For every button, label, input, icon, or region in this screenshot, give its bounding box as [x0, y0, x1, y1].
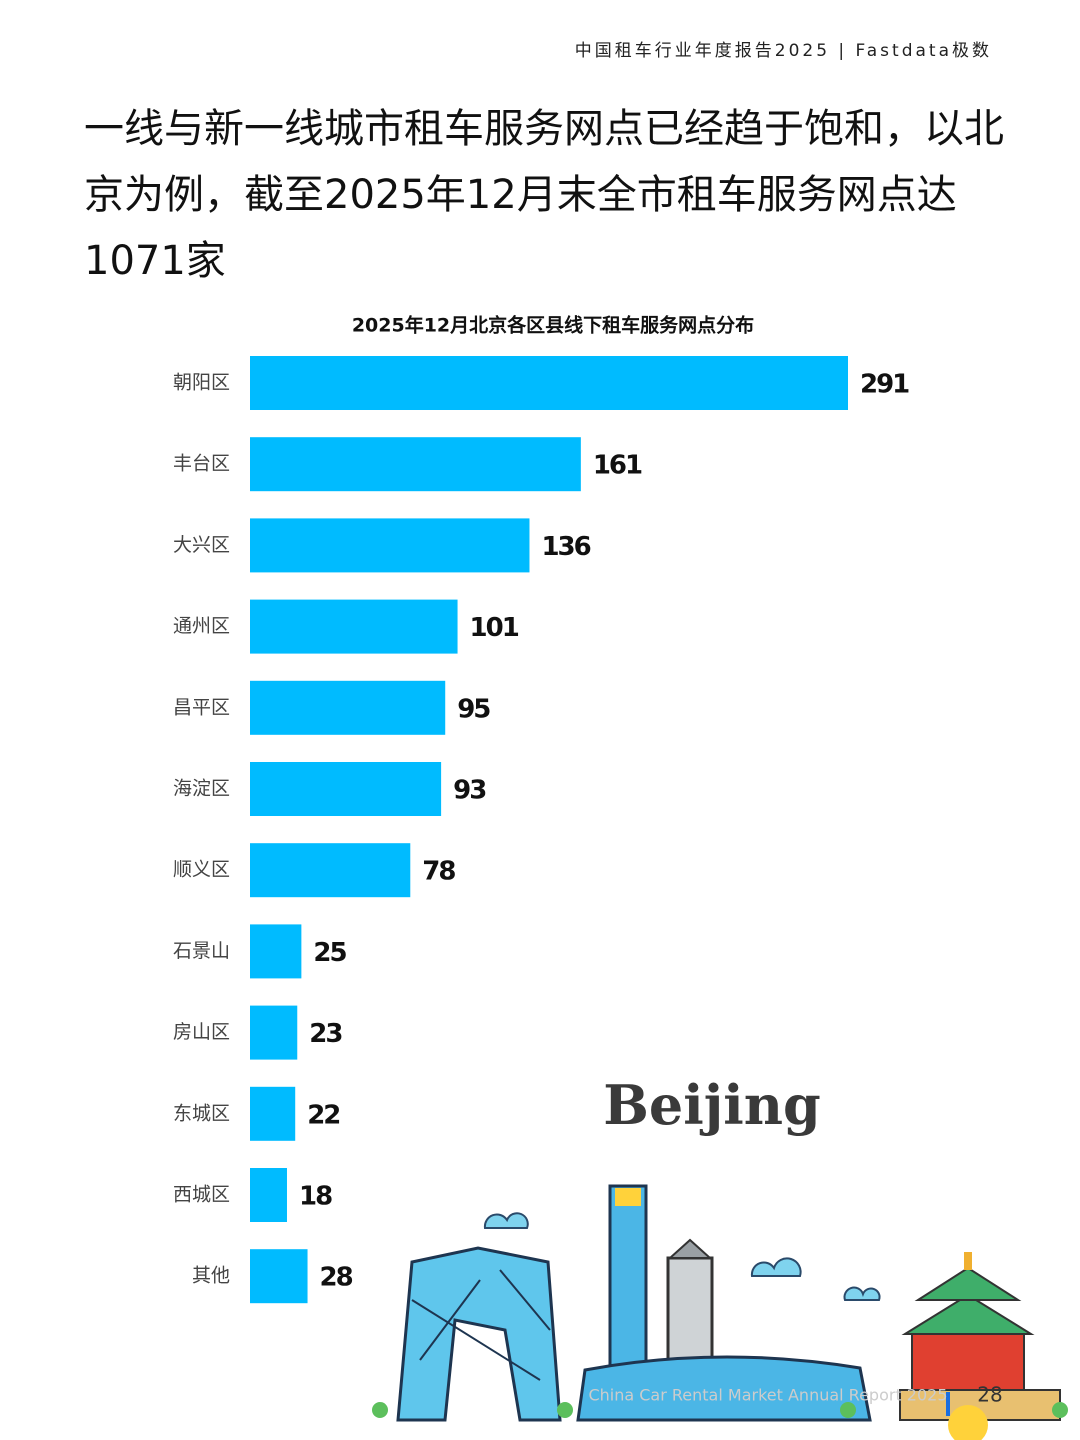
header: 中国租车行业年度报告2025 | Fastdata极数 — [574, 41, 992, 61]
bar — [250, 843, 411, 898]
bar — [250, 356, 848, 410]
value-label: 28 — [320, 1263, 353, 1293]
bar — [250, 762, 442, 816]
chart-title: 2025年12月北京各区县线下租车服务网点分布 — [352, 314, 754, 337]
category-label: 顺义区 — [173, 859, 230, 881]
footer: China Car Rental Market Annual Report 20… — [588, 1386, 947, 1405]
value-label: 93 — [453, 776, 486, 806]
illustration-label: Beijing — [603, 1073, 821, 1137]
value-label: 18 — [299, 1182, 332, 1212]
value-label: 23 — [309, 1019, 342, 1049]
value-label: 22 — [307, 1100, 339, 1130]
category-label: 其他 — [192, 1265, 230, 1287]
bar — [250, 437, 581, 492]
bar — [250, 1249, 308, 1304]
category-label: 通州区 — [173, 615, 230, 637]
bar — [250, 599, 458, 654]
skyline: Beijing China Car Rental Market Annual R… — [372, 1073, 1068, 1440]
category-label: 朝阳区 — [173, 372, 230, 394]
value-label: 161 — [593, 451, 642, 481]
bar — [250, 1168, 287, 1222]
category-label: 丰台区 — [173, 453, 230, 475]
bar — [250, 924, 302, 979]
category-label: 东城区 — [173, 1102, 230, 1124]
category-label: 西城区 — [173, 1184, 230, 1206]
value-label: 291 — [860, 370, 909, 400]
bar — [250, 1005, 298, 1060]
category-label: 昌平区 — [173, 696, 230, 718]
bar — [250, 680, 446, 735]
page-number: 28 — [977, 1383, 1002, 1407]
value-label: 25 — [313, 938, 346, 968]
category-label: 石景山 — [173, 940, 230, 962]
value-label: 136 — [541, 532, 590, 562]
category-label: 海淀区 — [173, 778, 230, 800]
headline: 一线与新一线城市租车服务网点已经趋于饱和，以北京为例，截至2025年12月末全市… — [84, 106, 1004, 284]
value-label: 101 — [470, 613, 519, 643]
category-label: 大兴区 — [173, 534, 230, 556]
value-label: 78 — [422, 857, 455, 887]
bar — [250, 1086, 296, 1141]
bar — [250, 518, 530, 573]
category-label: 房山区 — [173, 1021, 230, 1043]
value-label: 95 — [457, 694, 490, 724]
